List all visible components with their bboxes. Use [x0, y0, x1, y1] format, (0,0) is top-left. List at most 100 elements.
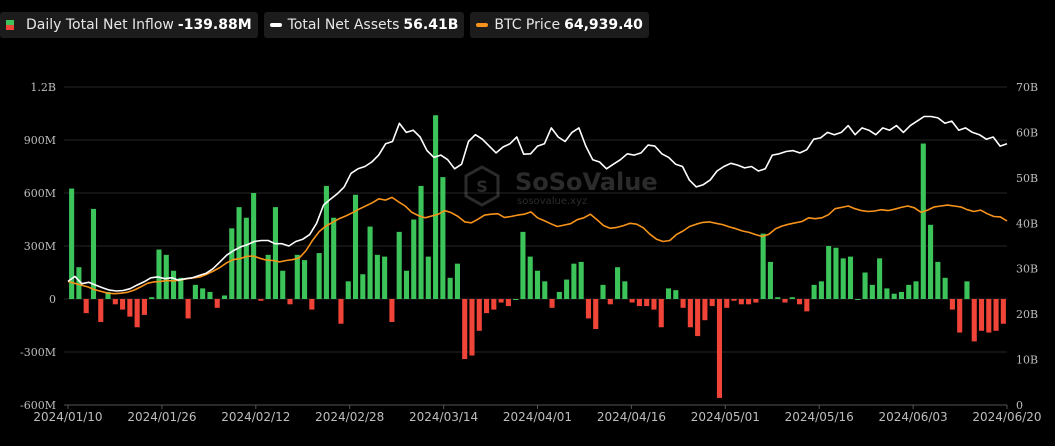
legend-assets[interactable]: Total Net Assets 56.41B [263, 12, 465, 38]
inflow-bar[interactable] [454, 263, 460, 299]
inflow-bar[interactable] [433, 115, 439, 300]
inflow-bar[interactable] [309, 299, 315, 310]
inflow-bar[interactable] [425, 256, 431, 299]
total-net-assets-line[interactable] [67, 115, 1008, 292]
inflow-bar[interactable] [411, 219, 417, 300]
inflow-bar[interactable] [615, 267, 621, 299]
inflow-bar[interactable] [367, 226, 373, 299]
inflow-bar[interactable] [170, 270, 177, 299]
inflow-bar[interactable] [673, 290, 679, 299]
inflow-bar[interactable] [804, 299, 810, 312]
inflow-bar[interactable] [163, 254, 169, 299]
inflow-bar[interactable] [265, 254, 271, 299]
inflow-bar[interactable] [527, 256, 533, 299]
inflow-bar[interactable] [462, 299, 468, 360]
inflow-bar[interactable] [760, 233, 766, 299]
inflow-bar[interactable] [513, 299, 519, 300]
inflow-bar[interactable] [738, 299, 744, 305]
inflow-bar[interactable] [920, 143, 926, 299]
inflow-bar[interactable] [716, 299, 723, 398]
inflow-bar[interactable] [556, 291, 562, 299]
inflow-bar[interactable] [505, 299, 511, 307]
inflow-bar[interactable] [440, 177, 446, 299]
inflow-bar[interactable] [69, 188, 75, 299]
inflow-bar[interactable] [476, 299, 482, 331]
inflow-bar[interactable] [491, 299, 497, 310]
inflow-bar[interactable] [498, 299, 504, 303]
inflow-bar[interactable] [753, 299, 759, 303]
inflow-bar[interactable] [156, 249, 162, 299]
inflow-bar[interactable] [607, 299, 613, 305]
inflow-bar[interactable] [294, 254, 300, 299]
inflow-bar[interactable] [396, 231, 402, 299]
inflow-bar[interactable] [221, 295, 228, 299]
inflow-bar[interactable] [913, 281, 919, 299]
inflow-bar[interactable] [928, 224, 934, 299]
inflow-bar[interactable] [549, 299, 555, 308]
legend-inflow[interactable]: Daily Total Net Inflow -139.88M [0, 12, 258, 38]
inflow-bar[interactable] [403, 270, 410, 299]
inflow-bar[interactable] [593, 299, 599, 330]
inflow-bar[interactable] [280, 270, 286, 299]
inflow-bar[interactable] [680, 299, 686, 308]
inflow-bar[interactable] [971, 299, 977, 342]
inflow-bar[interactable] [636, 299, 642, 307]
inflow-bar[interactable] [192, 284, 198, 299]
inflow-bar[interactable] [818, 281, 824, 299]
inflow-bar[interactable] [243, 217, 249, 299]
inflow-bar[interactable] [200, 288, 206, 299]
inflow-bar[interactable] [847, 256, 854, 299]
inflow-bar[interactable] [796, 299, 803, 305]
inflow-bar[interactable] [578, 261, 584, 299]
inflow-bar[interactable] [789, 297, 795, 299]
inflow-bar[interactable] [76, 267, 82, 299]
inflow-bar[interactable] [942, 277, 948, 299]
inflow-bar[interactable] [731, 299, 737, 301]
inflow-bar[interactable] [105, 291, 111, 299]
btc-price-line[interactable] [67, 196, 1008, 295]
inflow-bar[interactable] [98, 299, 104, 322]
inflow-bar[interactable] [127, 299, 133, 317]
inflow-bar[interactable] [571, 263, 577, 299]
inflow-bar[interactable] [949, 299, 955, 310]
inflow-bar[interactable] [149, 297, 155, 299]
inflow-bar[interactable] [90, 208, 97, 299]
inflow-bar[interactable] [665, 288, 672, 299]
inflow-bar[interactable] [964, 281, 970, 299]
inflow-bar[interactable] [134, 299, 140, 328]
inflow-bar[interactable] [112, 299, 118, 305]
inflow-bar[interactable] [651, 299, 657, 310]
inflow-bar[interactable] [178, 277, 184, 299]
inflow-bar[interactable] [287, 299, 293, 305]
inflow-bar[interactable] [520, 231, 526, 299]
legend-btc[interactable]: BTC Price 64,939.40 [470, 12, 649, 38]
inflow-bar[interactable] [207, 291, 213, 299]
inflow-bar[interactable] [338, 299, 344, 324]
inflow-bar[interactable] [898, 291, 905, 299]
inflow-bar[interactable] [862, 272, 868, 300]
inflow-bar[interactable] [775, 297, 781, 299]
inflow-bar[interactable] [585, 299, 592, 319]
inflow-bar[interactable] [272, 207, 279, 299]
inflow-bar[interactable] [935, 261, 941, 299]
inflow-bar[interactable] [251, 193, 257, 299]
inflow-bar[interactable] [229, 228, 235, 299]
inflow-bar[interactable] [214, 299, 220, 308]
inflow-bar[interactable] [622, 281, 628, 299]
inflow-bar[interactable] [687, 299, 693, 328]
inflow-bar[interactable] [724, 299, 730, 308]
inflow-bar[interactable] [534, 270, 541, 299]
inflow-bar[interactable] [1000, 299, 1006, 324]
inflow-bar[interactable] [374, 254, 380, 299]
inflow-bar[interactable] [767, 261, 773, 299]
inflow-bar[interactable] [869, 284, 875, 299]
inflow-bar[interactable] [906, 284, 912, 299]
inflow-bar[interactable] [323, 185, 329, 299]
inflow-bar[interactable] [695, 299, 701, 337]
inflow-bar[interactable] [258, 299, 264, 301]
inflow-bar[interactable] [352, 194, 359, 299]
inflow-bar[interactable] [141, 299, 147, 315]
inflow-bar[interactable] [345, 281, 351, 299]
inflow-bar[interactable] [382, 256, 388, 299]
